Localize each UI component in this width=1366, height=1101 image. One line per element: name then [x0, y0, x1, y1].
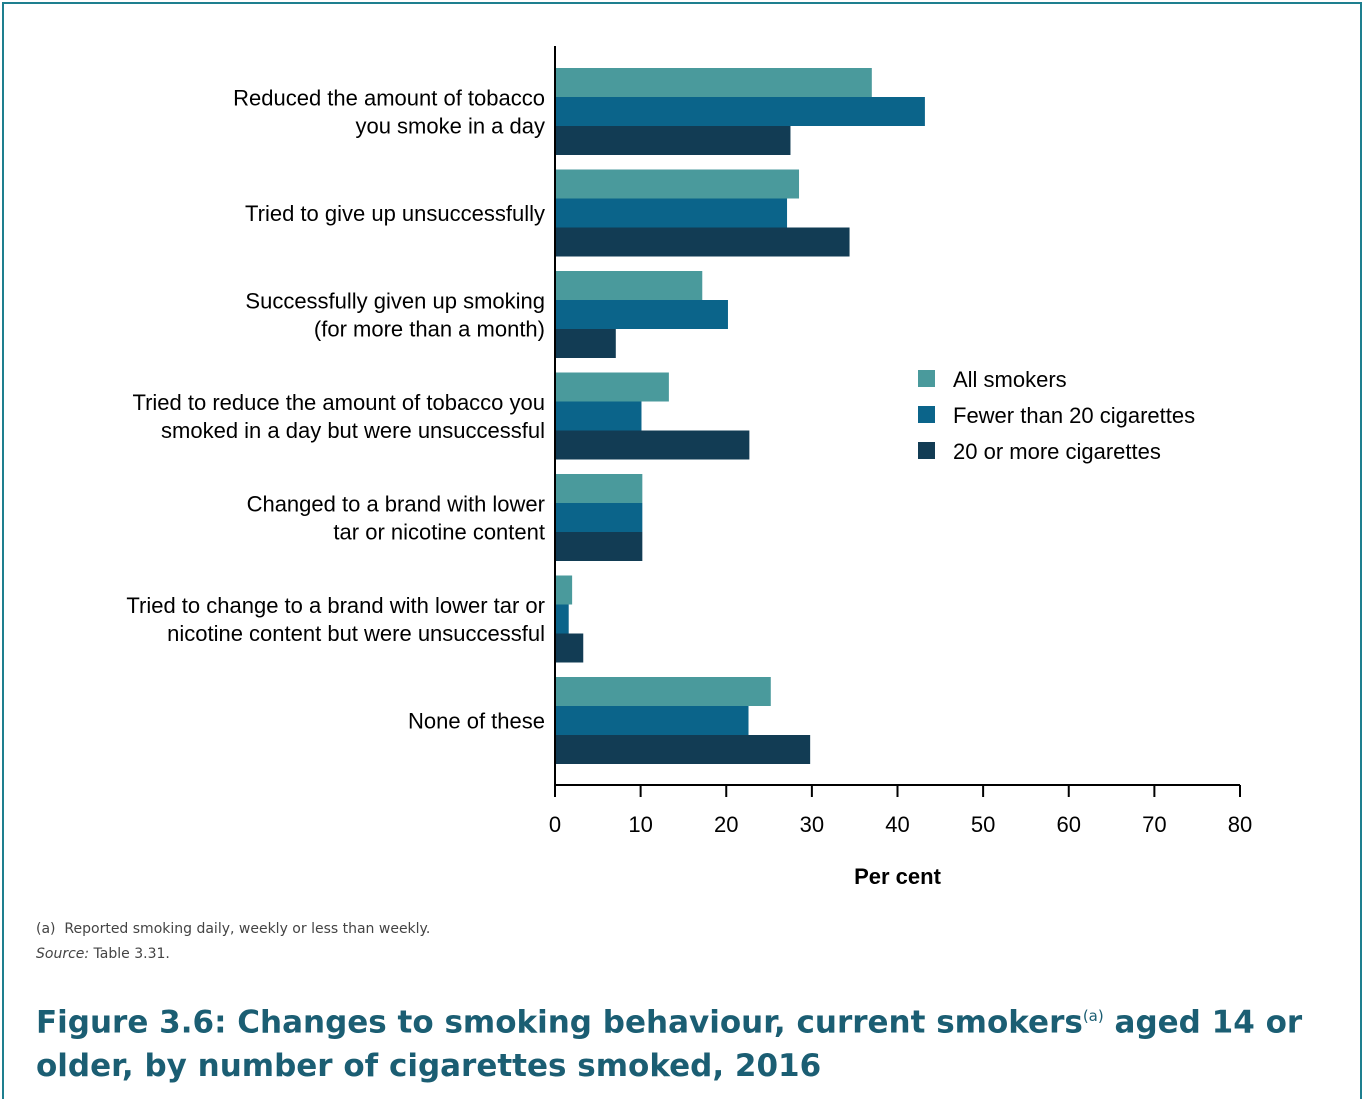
bar-chart: Reduced the amount of tobacco you smoke i… [126, 46, 1252, 889]
bar-0-0 [555, 68, 872, 97]
figure-title-rest: aged 14 or older, by number of cigarette… [36, 1004, 1303, 1085]
bar-6-0 [555, 677, 771, 706]
x-axis-title: Per cent [854, 864, 941, 889]
bar-3-1 [555, 401, 642, 431]
category-label-1-0: Tried to give up unsuccessfully [245, 201, 545, 226]
x-tick-label-7: 70 [1142, 812, 1166, 837]
category-label-0-0: Reduced the amount of tobacco [233, 86, 545, 111]
legend-label-0: All smokers [953, 367, 1067, 392]
x-tick-label-2: 20 [714, 812, 738, 837]
bar-2-0 [555, 271, 703, 300]
x-tick-label-5: 50 [971, 812, 995, 837]
source-note: Source: Table 3.31. [36, 946, 170, 962]
bar-1-0 [555, 169, 800, 199]
x-tick-label-6: 60 [1057, 812, 1081, 837]
bar-4-2 [555, 532, 643, 561]
bar-3-0 [555, 372, 669, 402]
legend-swatch-2 [918, 442, 935, 459]
x-tick-label-3: 30 [800, 812, 824, 837]
bar-5-1 [555, 604, 569, 634]
bar-4-0 [555, 474, 643, 503]
legend-label-2: 20 or more cigarettes [953, 439, 1161, 464]
bar-5-0 [555, 575, 573, 605]
legend-swatch-0 [918, 370, 935, 387]
bar-3-2 [555, 430, 750, 460]
category-label-2-0: Successfully given up smoking [245, 289, 545, 314]
bar-4-1 [555, 503, 643, 532]
x-tick-label-1: 10 [628, 812, 652, 837]
bar-1-2 [555, 227, 850, 257]
category-label-6-0: None of these [408, 709, 545, 734]
category-label-3-0: Tried to reduce the amount of tobacco yo… [132, 390, 545, 415]
legend-swatch-1 [918, 406, 935, 423]
legend-label-1: Fewer than 20 cigarettes [953, 403, 1195, 428]
source-text: Table 3.31. [89, 946, 170, 962]
x-tick-label-0: 0 [549, 812, 561, 837]
bar-1-1 [555, 198, 788, 228]
category-label-0-1: you smoke in a day [355, 114, 545, 139]
footnote: (a) Reported smoking daily, weekly or le… [36, 921, 431, 937]
category-label-2-1: (for more than a month) [314, 317, 545, 342]
category-label-4-1: tar or nicotine content [333, 520, 545, 545]
category-label-4-0: Changed to a brand with lower [247, 492, 545, 517]
figure-title: Figure 3.6: Changes to smoking behaviour… [36, 994, 1326, 1088]
bar-0-2 [555, 126, 791, 155]
bar-2-1 [555, 300, 728, 329]
bar-6-2 [555, 735, 811, 764]
x-tick-label-8: 80 [1228, 812, 1252, 837]
source-label: Source: [36, 946, 90, 962]
bar-0-1 [555, 97, 925, 126]
bar-6-1 [555, 706, 749, 735]
category-label-5-0: Tried to change to a brand with lower ta… [126, 593, 545, 618]
x-tick-label-4: 40 [885, 812, 909, 837]
category-label-3-1: smoked in a day but were unsuccessful [161, 418, 545, 443]
figure-title-main: Figure 3.6: Changes to smoking behaviour… [36, 1004, 1083, 1041]
bar-2-2 [555, 329, 616, 358]
figure-title-superscript: (a) [1082, 1007, 1104, 1025]
category-label-5-1: nicotine content but were unsuccessful [167, 621, 545, 646]
bar-5-2 [555, 633, 584, 663]
